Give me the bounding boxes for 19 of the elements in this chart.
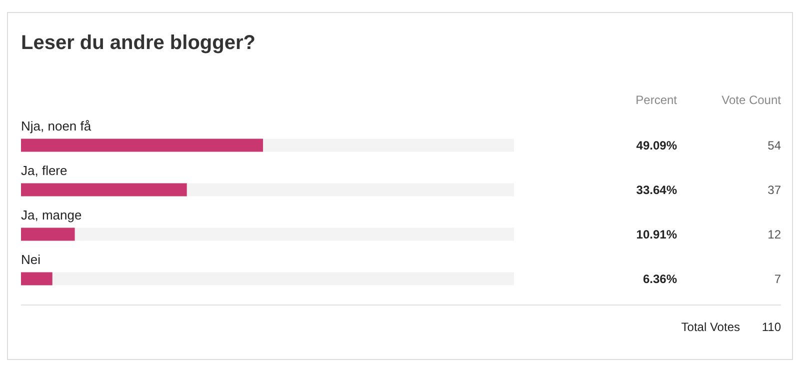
data-label: 33.64% xyxy=(636,182,678,197)
data-label: 10.91% xyxy=(636,227,678,242)
data-label: 6.36% xyxy=(642,272,678,286)
y-tick-label: Ja, flere xyxy=(21,162,68,178)
data-label: 49.09% xyxy=(636,138,678,152)
text: 110 xyxy=(762,320,782,334)
text: Total Votes xyxy=(681,320,740,334)
chart-title: Leser du andre blogger? xyxy=(21,32,256,54)
bar xyxy=(21,228,75,241)
bar xyxy=(21,272,52,286)
text: Percent xyxy=(636,93,678,107)
y-tick-label: Ja, mange xyxy=(21,207,82,222)
text: 54 xyxy=(768,138,782,152)
text: 37 xyxy=(768,182,782,197)
text: 7 xyxy=(774,272,782,286)
y-tick-label: Nja, noen få xyxy=(21,118,92,134)
text: 12 xyxy=(768,227,782,242)
text: Vote Count xyxy=(722,93,782,107)
y-tick-label: Nei xyxy=(21,252,41,267)
